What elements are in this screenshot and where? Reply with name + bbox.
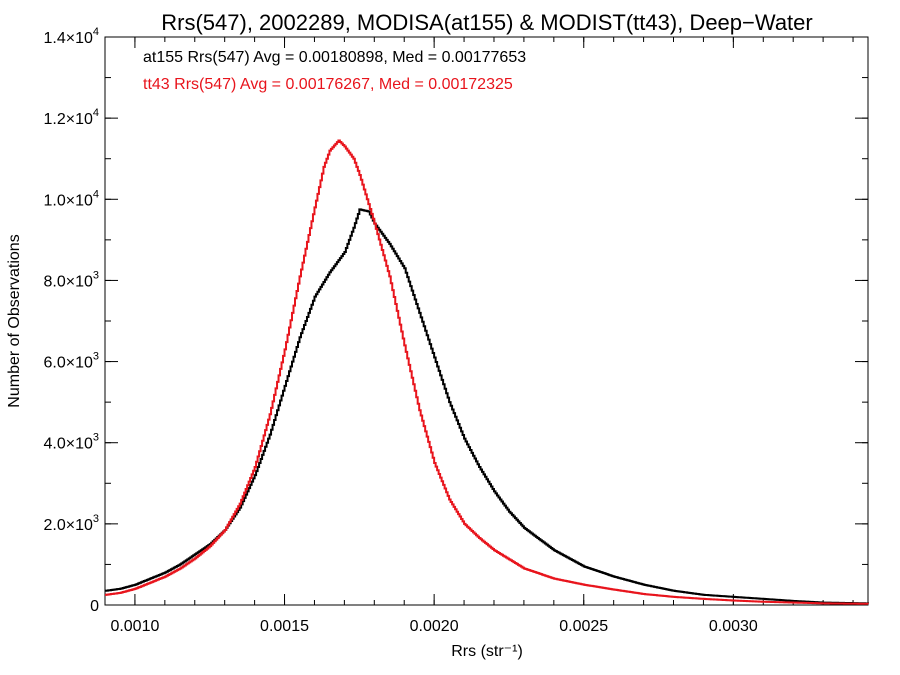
series-layer bbox=[105, 139, 869, 605]
y-tick-label: 6.0×103 bbox=[43, 351, 99, 372]
y-axis-label: Number of Observations bbox=[6, 234, 23, 407]
x-axis-label: Rrs (str⁻¹) bbox=[451, 643, 523, 660]
annotation-layer: at155 Rrs(547) Avg = 0.00180898, Med = 0… bbox=[143, 49, 526, 93]
series-line-2 bbox=[105, 139, 869, 605]
x-tick-label: 0.0030 bbox=[709, 618, 758, 635]
y-tick-label: 2.0×103 bbox=[43, 513, 99, 534]
y-tick-label: 0 bbox=[90, 598, 99, 615]
y-tick-label: 4.0×103 bbox=[43, 432, 99, 453]
stats-annotation-2: tt43 Rrs(547) Avg = 0.00176267, Med = 0.… bbox=[143, 76, 513, 93]
stats-annotation-1: at155 Rrs(547) Avg = 0.00180898, Med = 0… bbox=[143, 49, 526, 66]
x-tick-label: 0.0020 bbox=[410, 618, 459, 635]
x-axis-ticks: 0.0010 0.0015 0.0020 0.0025 0.0030 bbox=[104, 37, 854, 635]
x-tick-label: 0.0015 bbox=[260, 618, 309, 635]
y-axis-ticks: 0 2.0×103 4.0×103 6.0×103 8.0×103 1.0×104 1.2×… bbox=[43, 26, 868, 615]
chart-title: Rrs(547), 2002289, MODISA(at155) & MODIS… bbox=[161, 10, 812, 35]
y-tick-label: 1.0×104 bbox=[43, 188, 99, 209]
x-tick-label: 0.0025 bbox=[559, 618, 608, 635]
y-tick-label: 1.4×104 bbox=[43, 26, 99, 47]
y-tick-label: 8.0×103 bbox=[43, 269, 99, 290]
x-tick-label: 0.0010 bbox=[110, 618, 159, 635]
y-tick-label: 1.2×104 bbox=[43, 107, 99, 128]
